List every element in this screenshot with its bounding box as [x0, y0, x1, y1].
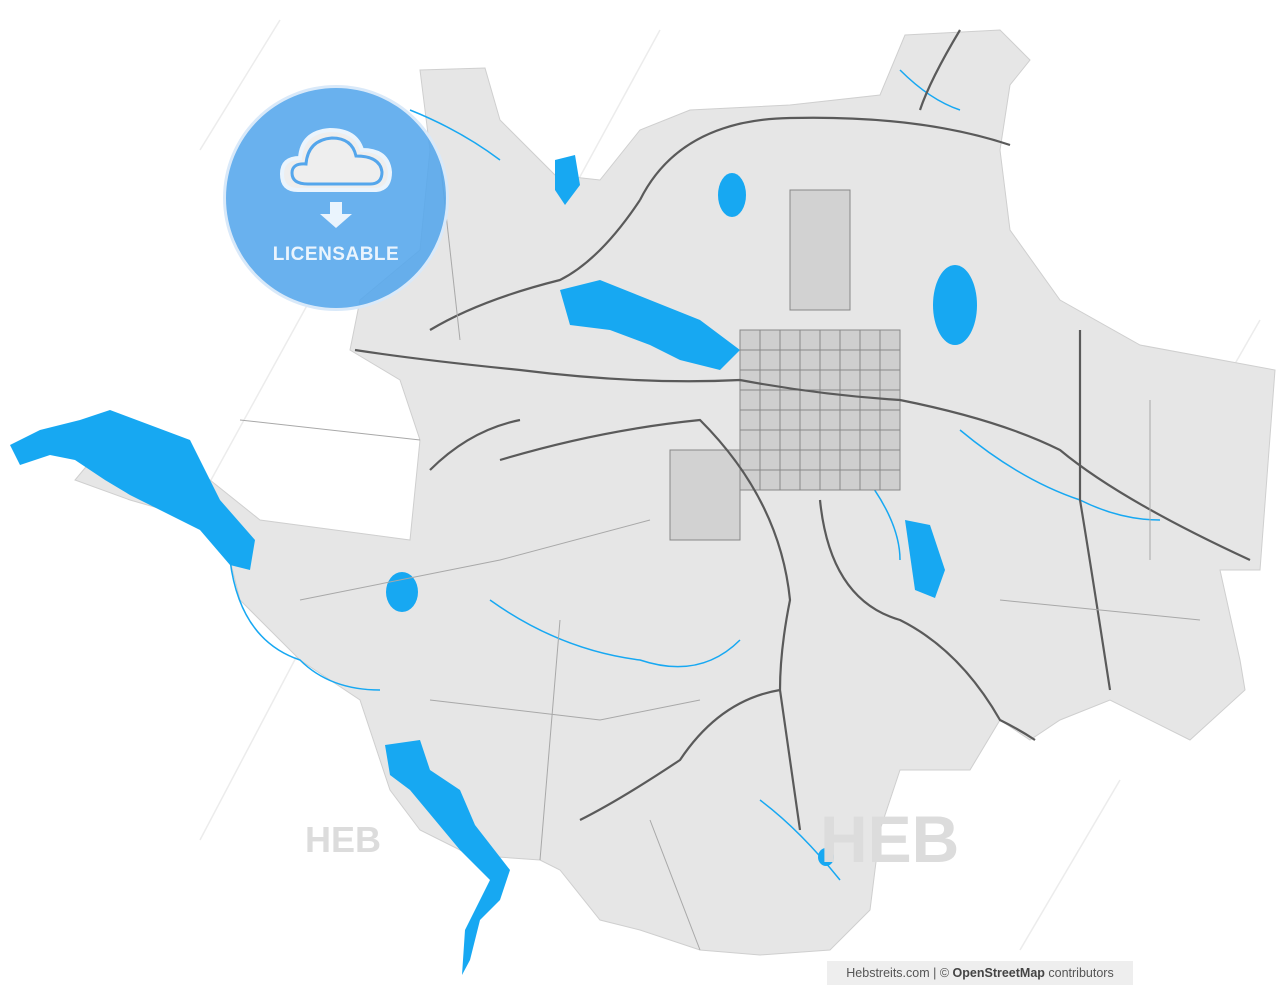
map-attribution: Hebstreits.com | © OpenStreetMap contrib… — [827, 961, 1133, 985]
lake-east — [933, 265, 977, 345]
attribution-separator: | © — [929, 966, 953, 980]
attribution-osm-link[interactable]: OpenStreetMap — [952, 966, 1045, 980]
lake-northwest — [555, 155, 580, 205]
city-center-grid — [669, 189, 901, 541]
svg-text:HEB: HEB — [820, 802, 959, 876]
lake-north — [718, 173, 746, 217]
licensable-badge[interactable]: LICENSABLE — [223, 85, 449, 311]
water-bodies — [10, 155, 977, 975]
pond-south — [818, 848, 834, 866]
attribution-suffix: contributors — [1044, 966, 1114, 980]
reservoir-west — [10, 410, 255, 570]
attribution-site-link[interactable]: Hebstreits.com — [846, 966, 930, 980]
reservoir-south — [385, 740, 510, 975]
hebstreit-watermark: HEB HEB — [305, 802, 959, 876]
lake-southwest — [386, 572, 418, 612]
licensable-label: LICENSABLE — [272, 244, 400, 265]
major-roads — [354, 29, 1251, 831]
svg-text:HEB: HEB — [305, 819, 381, 860]
lake-southeast — [905, 520, 945, 598]
cloud-download-icon — [279, 127, 393, 228]
lake-central — [560, 280, 740, 370]
